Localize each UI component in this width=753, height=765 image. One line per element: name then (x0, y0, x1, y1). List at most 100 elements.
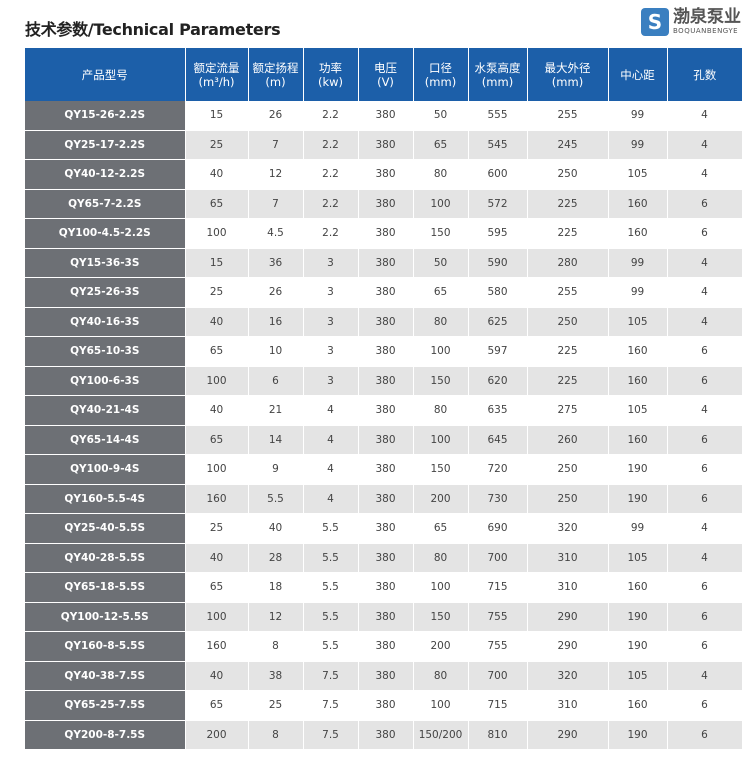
table-cell: 40 (185, 543, 249, 573)
model-cell: QY25-26-3S (25, 277, 186, 308)
table-cell: 25 (185, 513, 249, 544)
table-cell: 150 (413, 366, 469, 396)
model-cell: QY65-25-7.5S (25, 690, 186, 721)
header-label: 额定流量 (193, 60, 240, 75)
table-cell: 4 (667, 277, 743, 308)
table-cell: 380 (358, 395, 414, 426)
table-cell: 100 (185, 602, 249, 632)
table-cell: 105 (608, 661, 668, 691)
table-cell: 310 (527, 543, 609, 573)
table-cell: 635 (468, 395, 528, 426)
table-cell: 255 (527, 101, 609, 131)
table-cell: 105 (608, 159, 668, 190)
table-cell: 25 (248, 690, 304, 721)
table-cell: 6 (667, 690, 743, 721)
table-cell: 160 (608, 189, 668, 219)
table-cell: 65 (413, 277, 469, 308)
table-cell: 6 (667, 602, 743, 632)
table-cell: 40 (185, 661, 249, 691)
table-cell: 380 (358, 277, 414, 308)
table-cell: 4 (667, 661, 743, 691)
column-header: 额定扬程 (m) (248, 48, 304, 101)
header-unit: (m) (265, 74, 286, 89)
model-cell: QY40-28-5.5S (25, 543, 186, 573)
table-cell: 380 (358, 366, 414, 396)
table-cell: 5.5 (303, 572, 359, 603)
header-label: 功率 (319, 60, 342, 75)
table-cell: 380 (358, 307, 414, 337)
table-cell: 5.5 (248, 484, 304, 514)
table-row: QY40-21-4S 40 21 4 380 80 635 275 105 4 (25, 395, 743, 426)
model-cell: QY65-14-4S (25, 425, 186, 455)
table-row: QY100-9-4S 100 9 4 380 150 720 250 190 6 (25, 454, 743, 485)
table-cell: 645 (468, 425, 528, 455)
table-cell: 15 (185, 248, 249, 278)
table-cell: 7.5 (303, 690, 359, 721)
table-cell: 625 (468, 307, 528, 337)
table-cell: 4 (667, 307, 743, 337)
column-header: 额定流量 (m³/h) (185, 48, 249, 101)
table-cell: 755 (468, 602, 528, 632)
page-title: 技术参数/Technical Parameters (25, 20, 281, 39)
table-cell: 380 (358, 248, 414, 278)
header-unit: (mm) (551, 74, 584, 89)
table-cell: 190 (608, 631, 668, 662)
table-cell: 200 (185, 720, 249, 750)
table-cell: 40 (185, 159, 249, 190)
table-cell: 3 (303, 248, 359, 278)
table-cell: 580 (468, 277, 528, 308)
table-cell: 5.5 (303, 543, 359, 573)
table-row: QY160-5.5-4S 160 5.5 4 380 200 730 250 190 6 (25, 484, 743, 514)
table-cell: 100 (413, 425, 469, 455)
table-cell: 320 (527, 513, 609, 544)
table-cell: 545 (468, 130, 528, 160)
table-cell: 260 (527, 425, 609, 455)
table-cell: 99 (608, 513, 668, 544)
table-cell: 380 (358, 661, 414, 691)
table-cell: 99 (608, 130, 668, 160)
table-cell: 6 (667, 720, 743, 750)
table-cell: 8 (248, 631, 304, 662)
table-cell: 150 (413, 218, 469, 249)
table-row: QY65-25-7.5S 65 25 7.5 380 100 715 310 160 6 (25, 690, 743, 721)
header-label: 口径 (429, 60, 452, 75)
table-cell: 690 (468, 513, 528, 544)
table-cell: 2.2 (303, 130, 359, 160)
table-cell: 225 (527, 218, 609, 249)
model-cell: QY100-9-4S (25, 454, 186, 485)
column-header: 电压 (V) (358, 48, 414, 101)
model-cell: QY65-7-2.2S (25, 189, 186, 219)
table-row: QY100-4.5-2.2S 100 4.5 2.2 380 150 595 225 160 6 (25, 218, 743, 249)
table-cell: 590 (468, 248, 528, 278)
header-unit: (m³/h) (198, 74, 235, 89)
model-cell: QY100-12-5.5S (25, 602, 186, 632)
table-cell: 160 (608, 425, 668, 455)
table-cell: 160 (185, 631, 249, 662)
table-cell: 4 (667, 248, 743, 278)
table-cell: 100 (185, 366, 249, 396)
table-cell: 7 (248, 130, 304, 160)
table-row: QY25-26-3S 25 26 3 380 65 580 255 99 4 (25, 277, 743, 308)
model-cell: QY100-6-3S (25, 366, 186, 396)
column-header: 中心距 (608, 48, 668, 101)
table-cell: 290 (527, 602, 609, 632)
table-cell: 380 (358, 159, 414, 190)
model-cell: QY25-40-5.5S (25, 513, 186, 544)
table-cell: 99 (608, 248, 668, 278)
table-cell: 6 (248, 366, 304, 396)
table-cell: 380 (358, 690, 414, 721)
table-cell: 250 (527, 454, 609, 485)
table-row: QY65-10-3S 65 10 3 380 100 597 225 160 6 (25, 336, 743, 367)
model-cell: QY40-38-7.5S (25, 661, 186, 691)
table-cell: 28 (248, 543, 304, 573)
header-unit: (V) (377, 74, 394, 89)
table-cell: 3 (303, 366, 359, 396)
header-label: 最大外径 (544, 60, 591, 75)
table-cell: 160 (608, 690, 668, 721)
table-cell: 160 (608, 336, 668, 367)
table-cell: 2.2 (303, 159, 359, 190)
table-cell: 105 (608, 543, 668, 573)
table-row: QY100-6-3S 100 6 3 380 150 620 225 160 6 (25, 366, 743, 396)
table-cell: 6 (667, 572, 743, 603)
table-cell: 160 (185, 484, 249, 514)
